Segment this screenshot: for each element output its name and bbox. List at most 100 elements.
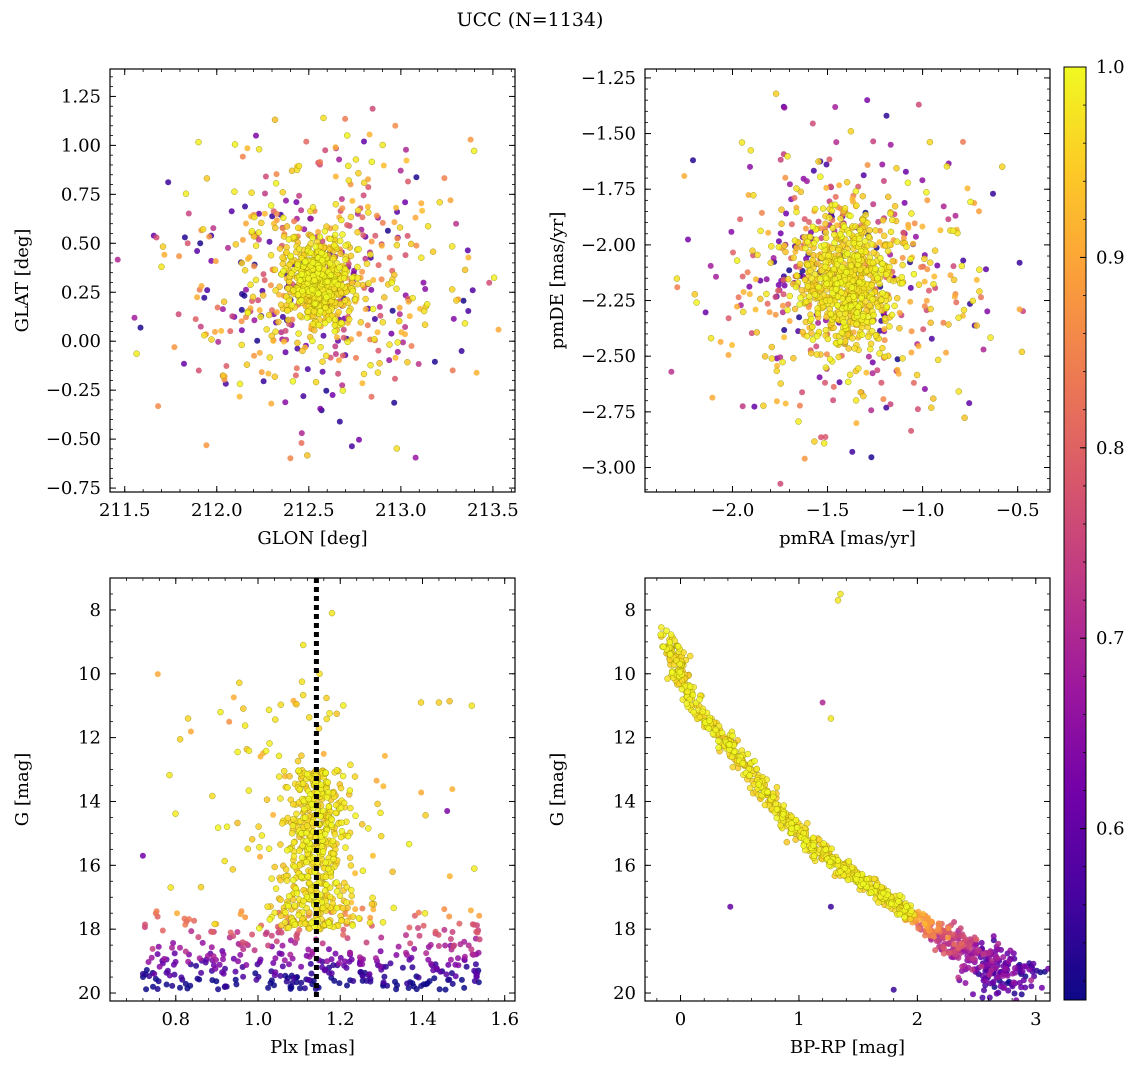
data-point (298, 207, 305, 214)
data-point (337, 237, 344, 245)
data-point (279, 963, 286, 970)
data-point (305, 275, 312, 282)
data-point (270, 960, 277, 966)
data-point (858, 294, 865, 302)
data-point (777, 354, 784, 361)
data-point (359, 380, 366, 387)
data-point (409, 294, 416, 302)
data-point (232, 976, 239, 983)
data-point (446, 913, 453, 920)
data-point (786, 181, 793, 188)
y-tick-label: 1.25 (61, 86, 101, 107)
data-point (877, 227, 883, 234)
data-point (159, 927, 166, 934)
data-point (449, 286, 456, 293)
data-point (368, 158, 375, 166)
data-point (822, 379, 828, 386)
data-point (226, 718, 233, 725)
data-point (177, 984, 183, 991)
data-point (298, 752, 305, 759)
data-point (729, 342, 736, 348)
data-point (381, 973, 388, 980)
data-point (907, 256, 914, 263)
data-point (349, 913, 357, 920)
data-point (696, 713, 704, 721)
data-point (311, 327, 318, 334)
data-point (365, 280, 372, 287)
data-point (958, 968, 965, 974)
data-point (421, 307, 428, 315)
data-point (321, 967, 328, 974)
data-point (367, 975, 374, 982)
data-point (295, 330, 302, 337)
data-point (201, 332, 208, 339)
data-point (355, 915, 363, 922)
data-point (356, 330, 363, 337)
data-point (921, 386, 928, 392)
data-point (415, 974, 422, 981)
data-point (220, 956, 226, 963)
data-point (471, 865, 478, 872)
data-point (139, 852, 146, 859)
data-point (228, 208, 235, 215)
data-point (294, 345, 301, 352)
data-point (285, 236, 293, 243)
data-point (325, 919, 332, 926)
data-point (887, 210, 894, 217)
data-point (987, 334, 994, 341)
data-point (876, 239, 883, 246)
data-point (347, 804, 354, 812)
data-point (915, 101, 922, 108)
data-point (296, 785, 303, 793)
data-point (781, 334, 788, 341)
data-point (332, 173, 339, 180)
data-point (782, 248, 789, 256)
data-point (978, 294, 984, 301)
data-point (966, 400, 973, 407)
data-point (242, 203, 248, 210)
data-point (981, 987, 987, 994)
data-point (284, 307, 291, 314)
data-point (404, 232, 411, 239)
data-point (902, 168, 909, 175)
data-point (945, 925, 952, 932)
data-point (447, 936, 454, 942)
colorbar-tick-label: 0.7 (1096, 628, 1125, 649)
y-tick-label: 12 (613, 728, 636, 749)
data-point (475, 949, 482, 956)
data-point (804, 261, 812, 269)
y-tick-label: −0.25 (46, 380, 101, 401)
y-tick-label: 10 (78, 664, 101, 685)
data-point (973, 966, 980, 973)
data-point (284, 285, 291, 292)
data-point (355, 169, 362, 177)
data-point (908, 210, 915, 217)
data-point (894, 366, 901, 373)
data-point (337, 250, 344, 258)
data-point (461, 984, 468, 991)
data-point (801, 276, 809, 283)
data-point (446, 698, 453, 705)
data-point (182, 190, 190, 197)
data-point (853, 309, 861, 316)
data-point (262, 173, 269, 180)
data-point (328, 821, 335, 829)
y-tick-label: 10 (613, 664, 636, 685)
data-point (849, 277, 857, 285)
data-point (301, 226, 308, 233)
data-point (283, 877, 291, 884)
data-point (283, 978, 290, 985)
data-point (340, 275, 348, 282)
data-point (833, 139, 840, 146)
data-point (181, 915, 188, 922)
data-point (336, 980, 343, 987)
data-point (825, 252, 832, 259)
data-point (329, 837, 337, 845)
data-point (862, 211, 869, 219)
data-point (337, 833, 345, 841)
data-point (338, 196, 345, 202)
data-point (811, 239, 818, 247)
data-point (426, 978, 433, 985)
data-point (163, 981, 170, 988)
data-point (380, 162, 387, 169)
